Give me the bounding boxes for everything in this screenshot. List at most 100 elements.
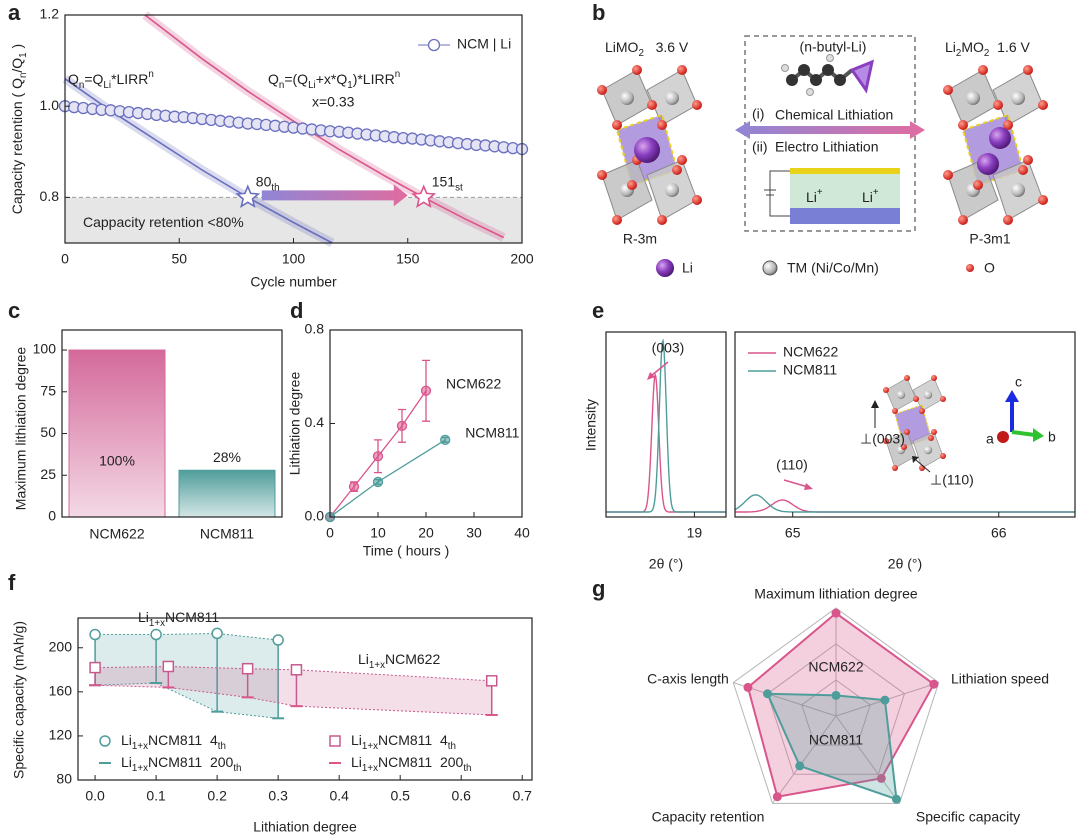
formula: Li2MO2 1.6 V bbox=[945, 39, 1031, 59]
series-label: Li1+xNCM622 bbox=[358, 651, 440, 671]
text-part: Li bbox=[358, 651, 369, 667]
y-axis-title: Capacity retention ( Qn/Q1 ) bbox=[9, 44, 29, 214]
crystal-left bbox=[596, 64, 703, 226]
text-part: th bbox=[271, 182, 279, 193]
data-point bbox=[272, 634, 284, 646]
legend-li bbox=[656, 259, 674, 277]
text-part: Li bbox=[121, 732, 132, 748]
plot-frame bbox=[61, 329, 283, 518]
data-point bbox=[290, 664, 303, 676]
text-part: Li bbox=[308, 80, 316, 91]
x-tick-label: 19 bbox=[687, 525, 703, 541]
legend-label: Li1+xNCM811 200th bbox=[351, 754, 472, 774]
text-part: LiMO bbox=[605, 39, 639, 55]
legend-marker bbox=[99, 735, 111, 747]
plot-frame bbox=[605, 331, 727, 518]
axis-letter: a bbox=[986, 431, 994, 447]
radar-ring bbox=[766, 643, 906, 775]
data-point bbox=[348, 481, 360, 492]
series-line bbox=[329, 439, 446, 518]
x-axis-title: Lithiation degree bbox=[253, 819, 357, 835]
series-label: Li1+xNCM811 bbox=[138, 609, 219, 629]
legend-label: O bbox=[984, 260, 995, 276]
spectrum-curve bbox=[735, 499, 1075, 513]
text-part: )*LIRR bbox=[353, 71, 395, 87]
shift-arrow-head bbox=[804, 483, 813, 490]
x-tick-label: 65 bbox=[785, 525, 801, 541]
space-group: P-3m1 bbox=[969, 231, 1010, 247]
series-label: NCM811 bbox=[465, 425, 519, 441]
radar-axis-label: Capacity retention bbox=[652, 809, 765, 825]
transition-arrow bbox=[261, 184, 408, 207]
bar bbox=[178, 469, 276, 518]
x-tick-label: 30 bbox=[466, 525, 482, 541]
radar-axis-label: C-axis length bbox=[647, 671, 729, 687]
y-tick-label: 75 bbox=[40, 382, 56, 398]
radar-spoke bbox=[835, 715, 900, 804]
shift-arrow bbox=[650, 361, 669, 377]
text-part: n bbox=[279, 80, 284, 91]
radar-point bbox=[891, 794, 901, 804]
text-part: Q bbox=[268, 71, 279, 87]
data-point bbox=[440, 434, 451, 446]
text-part: /Q bbox=[9, 58, 25, 73]
crystal-right bbox=[942, 64, 1049, 226]
data-point bbox=[89, 628, 101, 641]
radar-ring bbox=[801, 679, 871, 746]
route-label: Electro Lithiation bbox=[775, 139, 879, 155]
x-tick-label: NCM622 bbox=[89, 526, 144, 542]
x-tick-label: 0 bbox=[326, 525, 334, 541]
value-label: 100% bbox=[99, 453, 135, 469]
legend-label: Li1+xNCM811 200th bbox=[121, 754, 242, 774]
legend-o bbox=[966, 264, 974, 272]
legend-label: Li1+xNCM811 4th bbox=[121, 732, 226, 752]
milestone-label: 80th bbox=[256, 173, 280, 193]
milestone-label: 151st bbox=[432, 173, 463, 193]
x-tick-label: 40 bbox=[514, 525, 530, 541]
peak-label: (110) bbox=[776, 457, 808, 473]
text-part: *LIRR bbox=[111, 71, 148, 87]
panel-letter: f bbox=[8, 570, 16, 595]
legend-marker bbox=[329, 735, 341, 747]
data-point bbox=[162, 660, 175, 673]
text-part: Li bbox=[862, 189, 873, 205]
text-part: 1+x bbox=[362, 763, 378, 774]
series-label: NCM622 bbox=[808, 659, 863, 675]
threshold-label: Cappacity retention <80% bbox=[83, 214, 244, 230]
peak-label: (003) bbox=[652, 340, 685, 356]
x-tick-label: 0.0 bbox=[85, 788, 105, 804]
text-part: 1.6 V bbox=[989, 39, 1030, 55]
range-band bbox=[94, 665, 493, 716]
x-tick-label: 20 bbox=[418, 525, 434, 541]
data-point bbox=[89, 661, 101, 674]
radar-point bbox=[876, 773, 886, 783]
text-part: Q bbox=[68, 71, 79, 87]
y-tick-label: 25 bbox=[40, 466, 56, 482]
panel-letter: e bbox=[592, 298, 604, 323]
panel-letter: b bbox=[592, 0, 605, 25]
text-part: + bbox=[873, 187, 879, 198]
radar-area bbox=[746, 611, 936, 798]
text-part: th bbox=[463, 763, 471, 774]
radar-point bbox=[831, 690, 841, 700]
text-part: 80 bbox=[256, 173, 272, 189]
y-tick-label: 80 bbox=[56, 771, 72, 787]
text-part: Li bbox=[121, 754, 132, 770]
plot-frame bbox=[329, 329, 523, 518]
y-tick-label: 1.0 bbox=[40, 97, 60, 113]
axis-letter: b bbox=[1048, 429, 1056, 445]
ion-label: Li+ bbox=[806, 187, 823, 205]
x-tick-label: 0.7 bbox=[513, 788, 533, 804]
milestone-star bbox=[235, 184, 261, 209]
panel-letter: a bbox=[8, 0, 21, 25]
panel-letter: d bbox=[290, 298, 303, 323]
data-point bbox=[420, 385, 432, 396]
data-point bbox=[485, 675, 498, 687]
x-axis-title: Time ( hours ) bbox=[363, 543, 450, 559]
text-part: NCM622 bbox=[385, 651, 440, 667]
data-point bbox=[372, 451, 384, 462]
panel-letter: c bbox=[8, 298, 20, 323]
radar-ring bbox=[732, 607, 940, 804]
model-curve bbox=[144, 14, 505, 239]
